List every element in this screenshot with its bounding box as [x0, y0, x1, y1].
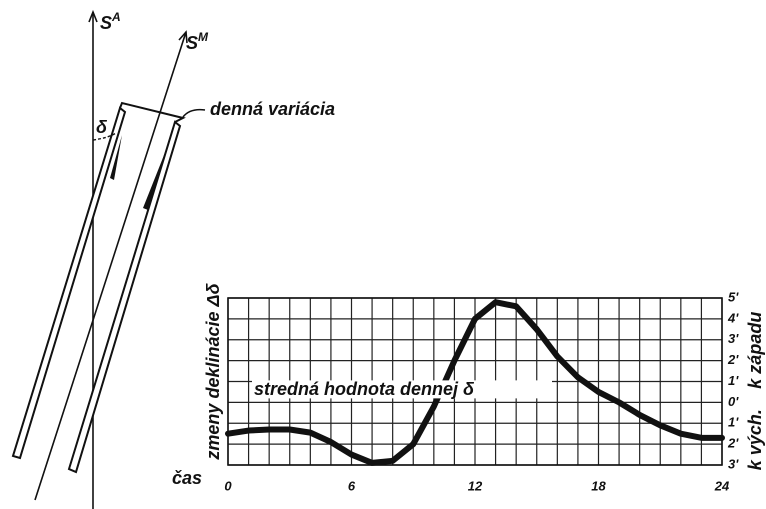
letter: S	[186, 33, 198, 53]
needle-dark-end	[110, 135, 122, 180]
geographic-north-label: SA	[100, 10, 121, 33]
east-label: k vých.	[745, 409, 765, 470]
y-tick-label: 1'	[728, 415, 739, 430]
chart: 0 6 12 18 24 5' 4' 3' 2' 1' 0' 1' 2' 3' stredná hodnot…	[172, 282, 765, 493]
plot-frame	[227, 297, 723, 466]
needle-dark-end	[143, 140, 170, 210]
y-tick-label: 0'	[728, 394, 739, 409]
x-tick-label: 18	[591, 478, 606, 493]
x-tick-label: 0	[224, 478, 232, 493]
compass-diagram	[11, 9, 206, 509]
x-tick-label: 12	[468, 478, 483, 493]
curve	[225, 299, 725, 466]
y-tick-label: 2'	[727, 436, 739, 451]
needle	[11, 106, 127, 460]
x-axis-label: čas	[172, 468, 202, 488]
x-tick-label: 6	[348, 478, 356, 493]
superscript: A	[111, 10, 121, 24]
y-tick-label: 5'	[728, 289, 739, 304]
arrow-head	[178, 30, 188, 44]
x-tick-label: 24	[714, 478, 730, 493]
y-tick-label: 3'	[728, 331, 739, 346]
mean-label: stredná hodnota dennej δ	[254, 379, 475, 399]
y-tick-label: 1'	[728, 373, 739, 388]
angle-arc	[92, 132, 117, 141]
y-tick-label: 4'	[727, 310, 739, 325]
magnetic-north-label: SM	[186, 30, 209, 53]
y-tick-label: 2'	[727, 352, 739, 367]
angle-label: δ	[96, 117, 108, 137]
pointer-line	[182, 108, 206, 118]
arrow-head	[88, 9, 98, 23]
magnetic-meridian	[34, 31, 187, 501]
y-axis-label: zmeny deklinácie Δδ	[203, 282, 223, 460]
needle	[67, 120, 182, 474]
letter: S	[100, 13, 112, 33]
y-tick-label: 3'	[728, 456, 739, 471]
mean-label-bg	[252, 380, 552, 399]
superscript: M	[198, 30, 209, 44]
variation-label: denná variácia	[210, 99, 335, 119]
west-label: k západu	[745, 312, 765, 389]
variation-range	[119, 101, 186, 123]
